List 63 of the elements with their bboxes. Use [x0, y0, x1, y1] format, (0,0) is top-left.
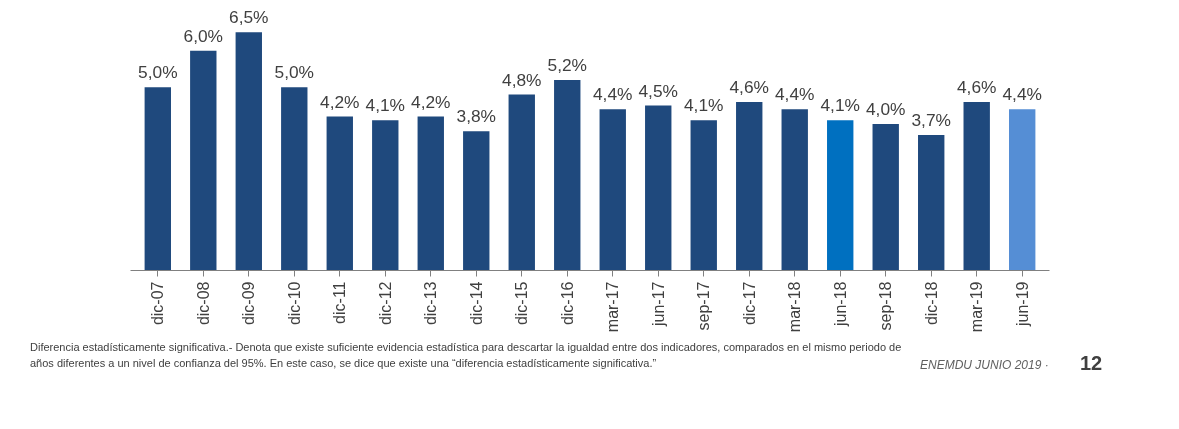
bar: [508, 94, 535, 271]
x-tick-label: dic-11: [331, 281, 349, 324]
x-tick-label: dic-12: [376, 281, 394, 326]
x-tick-label: jun-18: [831, 281, 849, 327]
text: ENEMDU JUNIO 2019 ·: [920, 357, 1049, 374]
data-label: 4,5%: [638, 80, 678, 101]
bar: [235, 32, 262, 271]
x-tick-label: dic-17: [740, 281, 758, 326]
x-tick-label: mar-19: [968, 281, 986, 333]
data-label: 4,1%: [683, 95, 724, 116]
bar: [690, 120, 717, 271]
x-tick-label: dic-18: [922, 281, 940, 326]
data-label: 6,5%: [229, 7, 269, 28]
bar: [417, 116, 444, 271]
bar: [827, 120, 854, 271]
text: Diferencia estadísticamente significativa.- Denota que existe suficiente evidencia estadística para descartar la igualdad entre dos indicadores, comparados en el mismo periodo de años diferentes a un nivel de confianza del 95%. En este caso, se dice que existe una “diferencia estadísticamente significativa.”: [30, 340, 903, 371]
data-label: 3,7%: [911, 109, 951, 130]
data-label: 3,8%: [456, 106, 497, 127]
x-tick-label: jun-19: [1013, 281, 1031, 327]
bar: [918, 134, 945, 271]
bar: [372, 120, 399, 271]
data-label: 5,2%: [547, 54, 587, 75]
data-label: 4,6%: [956, 76, 997, 97]
data-label: 4,2%: [411, 91, 451, 112]
x-tick-label: dic-13: [422, 281, 440, 326]
bar: [190, 50, 217, 271]
data-label: 4,4%: [774, 84, 815, 105]
bar: [736, 101, 763, 271]
data-label: 4,2%: [320, 91, 360, 112]
bar: [281, 87, 308, 271]
data-label: 5,0%: [274, 62, 315, 83]
bar: [872, 123, 899, 271]
x-tick-label: dic-16: [558, 281, 576, 326]
data-label: 4,1%: [820, 95, 860, 116]
data-label: 4,8%: [502, 69, 542, 90]
bar: [645, 105, 672, 271]
x-tick-label: mar-18: [786, 281, 804, 333]
x-tick-label: dic-15: [513, 281, 531, 326]
bar: [554, 79, 581, 271]
data-label: 4,0%: [865, 98, 906, 119]
bar: [599, 109, 626, 271]
bar: [963, 101, 990, 271]
bar: [463, 131, 490, 271]
x-tick-label: dic-14: [467, 281, 485, 326]
x-tick-label: jun-17: [649, 281, 667, 327]
text: 12: [1080, 351, 1103, 376]
x-tick-label: sep-18: [877, 281, 895, 331]
x-tick-label: dic-09: [240, 281, 258, 326]
x-tick-label: mar-17: [604, 281, 622, 333]
x-tick-label: sep-17: [695, 281, 713, 331]
bar: [326, 116, 353, 271]
data-label: 4,4%: [1002, 84, 1042, 105]
data-label: 6,0%: [183, 25, 224, 46]
data-label: 5,0%: [138, 62, 178, 83]
data-label: 4,6%: [729, 76, 769, 97]
bar: [1009, 109, 1036, 271]
bar: [781, 109, 808, 271]
x-tick-label: dic-08: [194, 281, 212, 326]
data-label: 4,4%: [593, 84, 633, 105]
data-label: 4,1%: [365, 95, 406, 116]
x-tick-label: dic-10: [285, 281, 303, 326]
bar: [144, 87, 171, 271]
x-tick-label: dic-07: [149, 281, 167, 326]
